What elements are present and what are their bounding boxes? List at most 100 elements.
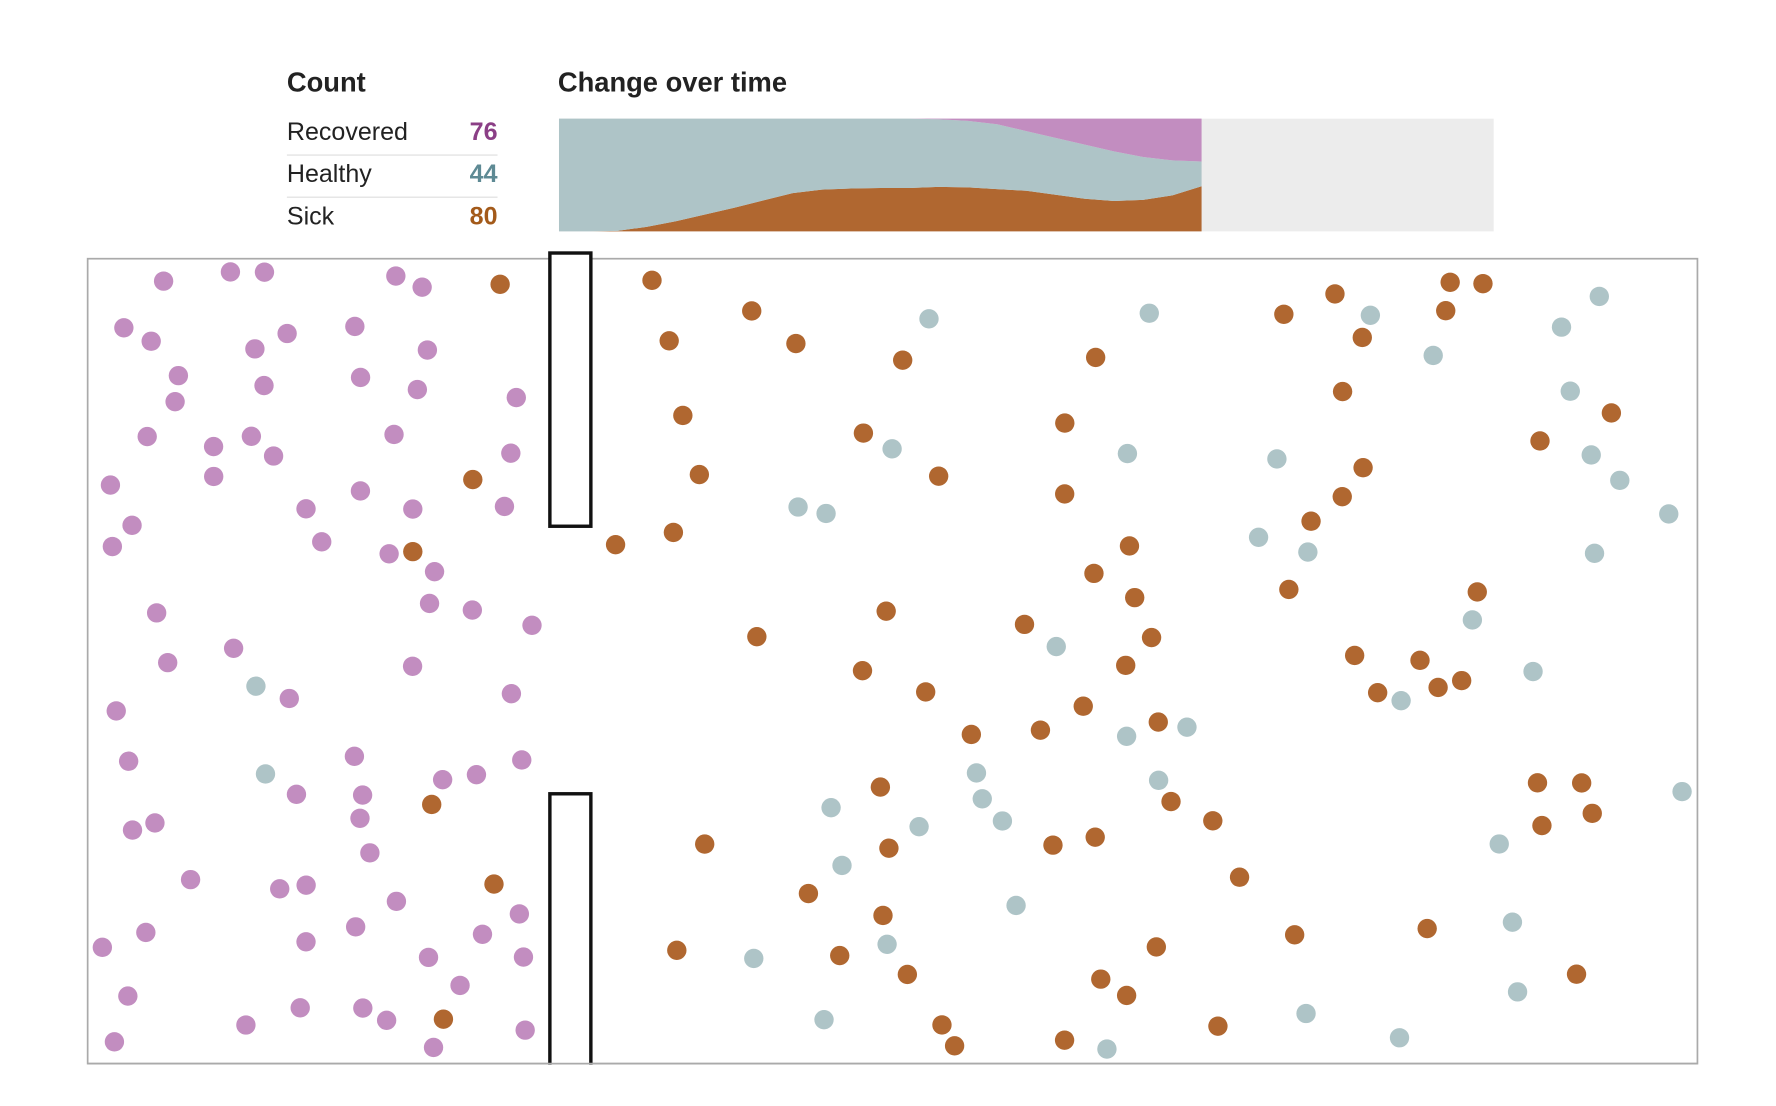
dot-layer (92, 262, 1692, 1059)
person-dot (386, 266, 406, 286)
wall-top (548, 251, 593, 528)
person-dot (1581, 445, 1601, 465)
person-dot (286, 784, 307, 805)
person-dot (1301, 511, 1321, 531)
person-dot (932, 1015, 952, 1035)
person-dot (384, 424, 404, 445)
person-dot (695, 834, 715, 854)
person-dot (1391, 690, 1411, 711)
person-dot (961, 724, 982, 745)
person-dot (1073, 696, 1093, 716)
person-dot (1530, 431, 1550, 451)
person-dot (106, 701, 126, 721)
person-dot (1353, 458, 1373, 478)
person-dot (245, 339, 265, 359)
person-dot (1055, 413, 1075, 433)
person-dot (1085, 347, 1106, 368)
person-dot (1043, 835, 1063, 855)
person-dot (870, 777, 891, 797)
person-dot (1229, 867, 1250, 887)
person-dot (1084, 563, 1104, 584)
person-dot (204, 466, 224, 487)
person-dot (1296, 1003, 1316, 1024)
person-dot (1428, 677, 1448, 698)
person-dot (1672, 781, 1692, 802)
person-dot (832, 855, 852, 876)
person-dot (501, 684, 522, 704)
person-dot (1279, 579, 1299, 600)
state-area (558, 186, 1202, 232)
person-dot (463, 469, 483, 490)
person-dot (1091, 969, 1111, 989)
person-dot (1389, 1028, 1410, 1048)
person-dot (1116, 985, 1137, 1006)
person-dot (376, 1010, 397, 1031)
person-dot (1367, 683, 1388, 703)
person-dot (798, 883, 819, 904)
person-dot (296, 499, 316, 519)
person-dot (1177, 717, 1197, 737)
person-dot (419, 593, 440, 614)
person-dot (1046, 636, 1066, 657)
person-dot (345, 316, 365, 337)
person-dot (1161, 791, 1181, 812)
person-dot (254, 262, 275, 282)
person-dot (1117, 443, 1138, 464)
person-dot (402, 656, 423, 676)
person-dot (966, 763, 987, 783)
person-dot (1298, 542, 1318, 562)
person-dot (403, 541, 423, 562)
person-dot (1248, 527, 1269, 547)
person-dot (122, 515, 142, 536)
person-dot (744, 948, 764, 969)
person-dot (1148, 770, 1169, 791)
person-dot (1582, 803, 1602, 824)
person-dot (136, 922, 156, 943)
person-dot (165, 392, 185, 412)
person-dot (501, 443, 521, 463)
person-dot (92, 937, 113, 958)
person-dot (1352, 327, 1372, 348)
person-dot (417, 340, 438, 360)
person-dot (350, 367, 371, 388)
person-dot (1417, 918, 1437, 939)
person-dot (472, 924, 493, 944)
person-dot (879, 838, 899, 858)
person-dot (153, 271, 174, 291)
person-dot (494, 496, 515, 517)
person-dot (821, 797, 841, 818)
person-dot (403, 499, 423, 519)
person-dot (747, 627, 767, 647)
person-dot (605, 535, 626, 555)
person-dot (830, 945, 850, 966)
count-label: Healthy (287, 160, 372, 188)
person-dot (1203, 811, 1223, 831)
person-dot (1462, 610, 1483, 630)
person-dot (1141, 627, 1162, 648)
person-dot (1584, 543, 1605, 564)
person-dot (122, 820, 143, 840)
person-dot (1440, 272, 1460, 292)
person-dot (100, 475, 121, 495)
person-dot (689, 464, 710, 485)
person-dot (114, 318, 134, 338)
person-dot (667, 940, 687, 960)
person-dot (1267, 449, 1287, 469)
person-dot (296, 932, 316, 952)
person-dot (928, 466, 949, 486)
person-dot (1423, 345, 1443, 366)
count-value: 44 (470, 160, 498, 188)
person-dot (506, 387, 526, 408)
person-dot (916, 682, 936, 702)
person-dot (312, 532, 332, 552)
person-dot (1610, 470, 1630, 491)
person-dot (512, 750, 532, 770)
person-dot (345, 917, 366, 937)
person-dot (1344, 645, 1365, 666)
person-dot (1523, 661, 1543, 682)
person-dot (422, 794, 442, 815)
person-dot (407, 379, 428, 400)
person-dot (270, 879, 290, 899)
person-dot (1116, 655, 1136, 676)
person-dot (1467, 582, 1487, 602)
